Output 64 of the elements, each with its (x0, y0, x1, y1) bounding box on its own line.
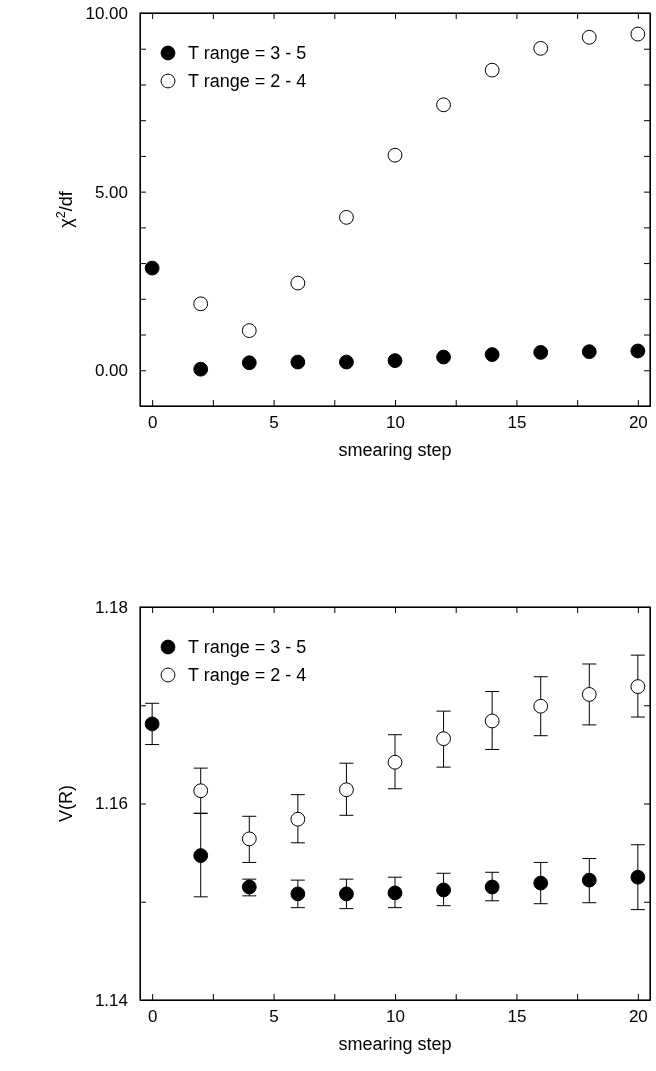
y-tick-label: 0.00 (94, 361, 128, 381)
point (484, 713, 500, 729)
point (339, 886, 354, 902)
point (436, 882, 451, 898)
y-tick-label: 10.00 (85, 3, 128, 23)
point (387, 885, 403, 901)
point (484, 62, 500, 78)
y-tick-label: 5.00 (94, 182, 128, 202)
point (339, 209, 354, 225)
point (241, 355, 257, 371)
point (436, 731, 451, 747)
point (533, 875, 549, 891)
point (484, 347, 500, 362)
point (581, 344, 597, 360)
point (630, 679, 646, 694)
point (241, 323, 257, 339)
point (290, 354, 306, 370)
y-axis-title: V(R) (56, 785, 76, 822)
point (630, 869, 646, 885)
point (290, 811, 306, 827)
x-tick-label: 0 (147, 413, 158, 433)
legend-label: T range = 2 - 4 (188, 71, 307, 91)
point (436, 349, 451, 365)
x-axis-title: smearing step (338, 1034, 452, 1054)
legend-label: T range = 2 - 4 (188, 665, 307, 685)
point (339, 782, 354, 798)
x-tick-label: 15 (507, 1007, 527, 1027)
point (339, 354, 354, 370)
point (581, 872, 597, 888)
point (290, 275, 306, 291)
point (533, 698, 549, 714)
point (484, 879, 500, 895)
legend-label: T range = 3 - 5 (188, 637, 307, 657)
point (387, 754, 403, 770)
legend-label: T range = 3 - 5 (188, 43, 307, 63)
point (290, 886, 306, 902)
x-axis-title: smearing step (338, 440, 452, 460)
point (144, 716, 160, 732)
x-tick-label: 10 (386, 1007, 405, 1027)
x-tick-label: 15 (507, 413, 527, 433)
point (436, 97, 451, 113)
point (581, 29, 597, 45)
point (193, 783, 209, 799)
y-tick-label: 1.18 (94, 597, 128, 617)
y-tick-label: 1.14 (94, 990, 128, 1010)
x-tick-label: 10 (386, 413, 405, 433)
point (630, 26, 646, 42)
point (387, 147, 403, 163)
point (193, 848, 209, 863)
y-tick-label: 1.16 (94, 794, 128, 814)
x-tick-label: 5 (269, 1007, 279, 1027)
point (241, 831, 257, 847)
x-tick-label: 5 (269, 413, 279, 433)
x-tick-label: 20 (628, 1007, 648, 1027)
point (533, 345, 549, 360)
x-tick-label: 20 (628, 413, 648, 433)
point (533, 40, 549, 56)
point (581, 687, 597, 702)
point (144, 260, 160, 276)
point (193, 296, 209, 312)
x-tick-label: 0 (147, 1007, 158, 1027)
point (630, 343, 646, 359)
point (387, 353, 403, 369)
point (193, 361, 209, 377)
